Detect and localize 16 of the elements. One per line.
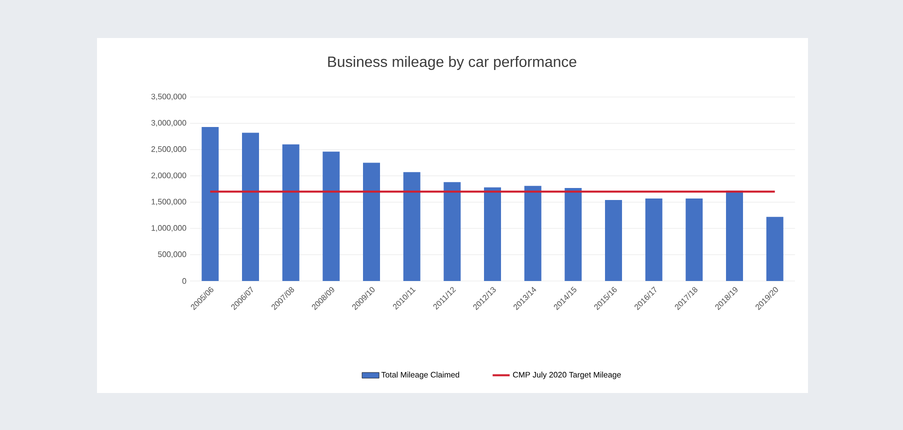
bar	[564, 188, 582, 281]
bar	[282, 144, 300, 281]
bar	[403, 172, 420, 281]
bar	[363, 162, 380, 281]
bar	[726, 190, 744, 281]
bar	[645, 198, 662, 281]
bar	[322, 152, 340, 281]
bar	[444, 182, 461, 281]
bar	[766, 216, 784, 281]
bar	[202, 126, 219, 281]
bar	[524, 186, 542, 281]
bar	[484, 187, 502, 281]
bar	[686, 198, 703, 281]
bar	[605, 200, 622, 281]
bar	[242, 132, 260, 281]
chart-title: Business mileage by car performance	[328, 56, 576, 70]
